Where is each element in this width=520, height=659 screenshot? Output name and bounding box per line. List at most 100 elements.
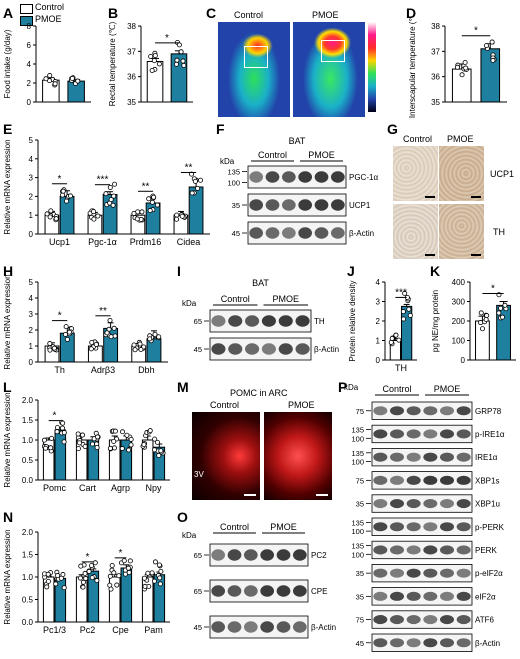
histo-row-label-th: TH xyxy=(493,227,505,237)
y-tick-label: 0.5 xyxy=(22,456,34,465)
sig-mark: *** xyxy=(395,287,407,298)
chart-th-protein-density: 0 1 2 3 4 Protein relative density TH *** xyxy=(348,278,417,373)
blot-band xyxy=(249,227,264,239)
blot-band xyxy=(276,585,291,597)
data-point xyxy=(479,326,485,332)
data-point xyxy=(141,575,147,581)
blot-band xyxy=(423,638,438,648)
blot-band xyxy=(281,227,296,239)
blot-marker-label: 100 xyxy=(351,434,364,443)
data-point xyxy=(47,73,53,79)
blot-title: BAT xyxy=(252,278,269,288)
data-point xyxy=(94,578,100,584)
histo-scale-bar-4 xyxy=(471,254,481,256)
data-point xyxy=(103,191,109,197)
y-tick-label: 35 xyxy=(431,98,440,107)
blot-band xyxy=(261,315,276,327)
data-point xyxy=(158,568,164,574)
blot-band xyxy=(440,429,454,439)
data-point xyxy=(152,559,158,565)
data-point xyxy=(51,345,57,351)
data-point xyxy=(108,197,114,203)
legend-control-label: Control xyxy=(35,2,65,12)
y-tick-label: 2 xyxy=(29,326,34,335)
blot-band xyxy=(440,406,454,416)
y-tick-label: 2 xyxy=(27,79,32,88)
y-tick-label: 1.5 xyxy=(22,416,34,425)
data-point xyxy=(82,570,88,576)
data-point xyxy=(119,446,125,452)
blot-band xyxy=(298,199,313,211)
blot-band-label: ATF6 xyxy=(475,616,495,625)
panel-letter-j: J xyxy=(347,263,355,279)
blot-marker-label: 35 xyxy=(356,592,364,601)
ventricle-mark: 3V xyxy=(194,470,204,479)
y-tick-label: 37 xyxy=(127,47,136,56)
data-point xyxy=(157,581,163,587)
data-point xyxy=(173,61,179,67)
data-point xyxy=(152,53,158,59)
data-point xyxy=(43,76,49,82)
data-point xyxy=(400,309,406,315)
blot-band xyxy=(227,585,242,597)
blot-marker-label: 135 xyxy=(351,518,364,527)
data-point xyxy=(158,448,164,454)
panel-letter-e: E xyxy=(3,121,13,137)
bar-control xyxy=(141,576,154,623)
blot-band-label: p-PERK xyxy=(475,523,505,532)
y-tick-label: 1 xyxy=(376,337,381,346)
panel-letter-b: B xyxy=(108,5,119,21)
blot-band xyxy=(314,199,329,211)
fluorescence-image-control xyxy=(192,412,260,500)
data-point xyxy=(111,438,117,444)
data-point xyxy=(60,192,66,198)
thermal-image-control xyxy=(218,22,290,117)
data-point xyxy=(104,330,110,336)
blot-band-label: eIF2α xyxy=(475,592,496,601)
blot-band xyxy=(423,568,438,578)
blot-band xyxy=(456,615,471,625)
panel-letter-h: H xyxy=(3,263,14,279)
blot-band xyxy=(406,406,421,416)
data-point xyxy=(127,558,133,564)
data-point xyxy=(41,437,47,443)
blot-band xyxy=(373,499,388,509)
y-tick-label: 4 xyxy=(27,60,32,69)
bar-pmoe xyxy=(54,429,67,481)
blot-band xyxy=(211,621,226,633)
data-point xyxy=(484,313,490,319)
data-point xyxy=(75,78,81,84)
data-point xyxy=(75,431,81,437)
blot-band-label: UCP1 xyxy=(349,201,371,210)
blot-svg: kDa Control PMOE PC2 65 CPE 65 β-Actin 45 xyxy=(182,522,336,639)
blot-band xyxy=(406,615,421,625)
data-point xyxy=(454,64,460,70)
thermal-roi-control xyxy=(244,46,268,68)
blot-band xyxy=(211,585,226,597)
blot-band xyxy=(456,591,471,601)
blot-processing-enzymes: kDa Control PMOE PC2 65 CPE 65 β-Actin 45 xyxy=(180,518,342,650)
x-tick-label: Pc1/3 xyxy=(43,625,66,635)
y-tick-label: 0 xyxy=(27,98,32,107)
chart-interscapular-temperature: 35 36 37 38 Interscapular temperature (℃) * xyxy=(408,18,507,118)
blot-band xyxy=(440,522,454,532)
blot-marker-label: 35 xyxy=(232,201,240,210)
blot-band xyxy=(406,638,421,648)
histo-pmoe-ucp1 xyxy=(439,146,484,201)
blot-band xyxy=(249,171,264,183)
blot-band-label: IRE1α xyxy=(475,453,498,462)
data-point xyxy=(141,442,147,448)
data-point xyxy=(157,575,163,581)
data-point xyxy=(156,562,162,568)
blot-band xyxy=(423,475,438,485)
y-axis-label: Relative mRNA expression xyxy=(3,392,12,487)
data-point xyxy=(124,432,130,438)
blot-band xyxy=(265,199,280,211)
data-point xyxy=(111,325,117,331)
blot-marker-label: 135 xyxy=(227,168,240,177)
blot-er-stress: kDa Control PMOE GRP78 75 p-IRE1α 135 100 IRE1α 1… xyxy=(342,382,520,654)
x-tick-label: Th xyxy=(54,365,65,375)
blot-marker-label: 45 xyxy=(194,345,202,354)
chart-rectal-temperature: 35 36 37 38 Rectal temperature (℃) * xyxy=(108,21,193,107)
blot-band xyxy=(440,568,454,578)
